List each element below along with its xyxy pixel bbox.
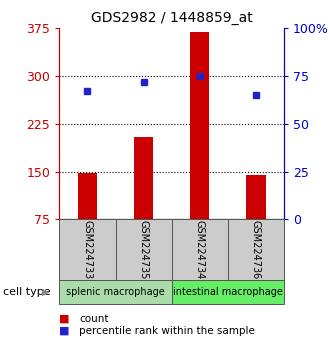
Text: ■: ■ — [59, 326, 70, 336]
Bar — [134, 137, 153, 219]
Bar — [78, 173, 97, 219]
Bar — [190, 32, 210, 219]
Bar — [246, 175, 266, 219]
Text: splenic macrophage: splenic macrophage — [66, 287, 165, 297]
Text: GSM224736: GSM224736 — [251, 220, 261, 279]
Text: ■: ■ — [59, 314, 70, 324]
Text: GSM224734: GSM224734 — [195, 220, 205, 279]
Text: GSM224735: GSM224735 — [139, 220, 148, 279]
Text: cell type: cell type — [3, 287, 51, 297]
Text: GSM224733: GSM224733 — [82, 220, 92, 279]
Title: GDS2982 / 1448859_at: GDS2982 / 1448859_at — [91, 11, 252, 24]
Text: percentile rank within the sample: percentile rank within the sample — [79, 326, 255, 336]
Text: ▶: ▶ — [43, 287, 50, 297]
Text: count: count — [79, 314, 109, 324]
Text: intestinal macrophage: intestinal macrophage — [173, 287, 282, 297]
